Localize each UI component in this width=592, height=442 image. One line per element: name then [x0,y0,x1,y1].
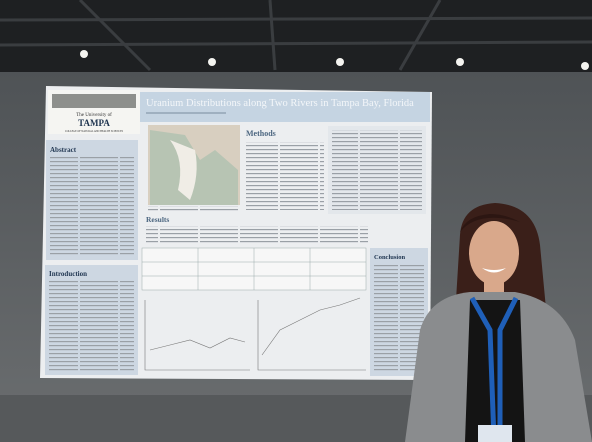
university-line: The University of [76,113,112,118]
introduction-text [49,281,134,371]
section-heading: Introduction [49,270,87,278]
ceiling [0,0,592,75]
section-heading: Methods [246,129,276,138]
section-heading: Results [146,215,169,224]
results-charts [144,297,366,371]
logo-skyline [52,94,136,108]
authors [146,112,226,114]
table-lines [142,248,366,290]
poster-title: Uranium Distributions along Two Rivers i… [146,98,414,109]
section-heading: Abstract [50,146,77,154]
methods-steps-text [332,130,422,210]
top [465,300,525,442]
badge [478,425,512,442]
ceiling-lights [80,50,589,70]
poster: The University of TAMPA COLLEGE OF NATUR… [40,86,432,380]
bangs [460,214,520,232]
ceiling-trusses [0,0,592,72]
abstract-text [50,157,134,255]
methods-text [246,142,324,210]
results-text [146,226,368,244]
college-name: COLLEGE OF NATURAL AND HEALTH SCIENCES [65,130,124,133]
person [405,203,592,442]
map-water [170,140,197,200]
lanyard [469,296,519,441]
university-name: TAMPA [78,118,110,128]
face [469,221,519,285]
smile [482,268,506,273]
section-heading: Conclusion [374,254,405,261]
title-bar [140,92,430,122]
map-caption [148,206,240,212]
conclusion-text [374,264,424,372]
